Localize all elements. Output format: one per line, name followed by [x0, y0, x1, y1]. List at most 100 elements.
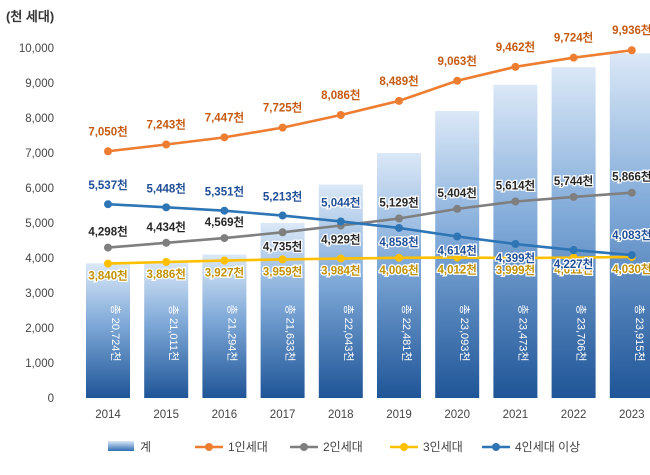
data-label: 4,929천 — [321, 232, 360, 246]
total-bar — [260, 223, 305, 398]
series-point — [511, 62, 520, 71]
legend-swatch-marker — [492, 443, 500, 451]
legend-swatch-bar — [108, 441, 134, 451]
series-point — [627, 251, 636, 260]
series-point — [104, 200, 112, 209]
data-label: 5,213천 — [263, 190, 302, 204]
y-tick-label: 5,000 — [25, 218, 54, 230]
series-line — [107, 255, 632, 265]
data-label: 4,858천 — [379, 235, 418, 249]
data-label: 3,927천 — [205, 266, 244, 280]
series-point — [569, 246, 578, 255]
series-point — [162, 140, 171, 149]
series-point — [453, 204, 462, 213]
legend-label: 1인세대 — [228, 440, 268, 454]
data-label: 5,404천 — [438, 186, 477, 200]
series-point — [278, 211, 287, 220]
series-point — [453, 76, 462, 85]
series-point — [336, 254, 345, 263]
series-point — [220, 206, 229, 215]
data-label: 5,537천 — [88, 178, 127, 192]
x-tick-label: 2022 — [561, 409, 587, 421]
data-label: 3,984천 — [321, 264, 360, 278]
series-point — [336, 110, 345, 119]
legend-label: 3인세대 — [423, 440, 463, 454]
y-tick-label: 3,000 — [25, 288, 54, 300]
data-label: 8,489천 — [379, 74, 418, 88]
total-bar — [144, 261, 189, 398]
y-tick-label: 2,000 — [25, 323, 54, 335]
y-tick-label: 4,000 — [25, 253, 54, 265]
x-tick-label: 2014 — [95, 409, 121, 421]
total-bars: 총 20,724천 총 21,011천 총 21,294천 총 21,633천 총 22… — [86, 53, 650, 398]
total-bar — [202, 254, 247, 398]
data-label: 4,012천 — [438, 263, 477, 277]
series-point — [569, 53, 578, 62]
series-point — [569, 192, 578, 201]
total-bar — [86, 263, 130, 398]
x-tick-label: 2019 — [386, 409, 412, 421]
x-tick-label: 2023 — [619, 409, 645, 421]
series-point — [511, 240, 520, 249]
data-label: 5,614천 — [496, 179, 535, 193]
legend-swatch-marker — [205, 443, 213, 451]
series-point — [395, 214, 403, 223]
total-bar-label: 총 22,043천 — [342, 305, 356, 362]
data-label: 3,840천 — [88, 269, 127, 283]
total-bar-label: 총 21,633천 — [284, 305, 298, 362]
x-tick-label: 2016 — [212, 409, 238, 421]
total-bar-label: 총 21,294천 — [225, 305, 239, 362]
x-tick-label: 2017 — [270, 409, 296, 421]
series-point — [395, 253, 403, 262]
total-bar-label: 총 23,915천 — [633, 305, 647, 362]
data-label: 4,030천 — [612, 262, 650, 276]
data-label: 7,243천 — [147, 117, 186, 131]
series-line — [107, 48, 632, 153]
series-point — [278, 123, 287, 132]
total-bar-label: 총 22,481천 — [400, 305, 414, 362]
series-point — [511, 254, 520, 263]
total-bar — [318, 184, 363, 398]
series-line — [107, 191, 632, 249]
total-bar-label: 총 21,011천 — [167, 305, 181, 361]
legend-label: 계 — [140, 440, 151, 454]
data-label: 4,735천 — [263, 239, 302, 253]
series-point — [220, 256, 229, 265]
total-bar — [551, 67, 596, 398]
y-tick-label: 8,000 — [25, 113, 54, 125]
series-point — [220, 234, 229, 243]
series-line — [107, 202, 632, 257]
series-point — [220, 133, 229, 142]
data-label: 5,448천 — [147, 181, 186, 195]
data-label: 9,063천 — [438, 54, 477, 68]
data-label: 4,011천 — [554, 263, 593, 277]
series-point — [511, 197, 520, 206]
legend-label: 2인세대 — [323, 440, 363, 454]
series-point — [627, 188, 636, 197]
data-label: 4,614천 — [438, 244, 477, 258]
series-point — [162, 203, 171, 212]
data-label: 4,434천 — [147, 220, 186, 234]
x-tick-label: 2020 — [444, 409, 470, 421]
data-label: 7,050천 — [88, 124, 127, 138]
total-bar-label: 총 20,724천 — [109, 305, 123, 362]
series-point — [278, 228, 287, 237]
total-bar-label: 총 23,473천 — [516, 305, 530, 362]
total-bar-label: 총 23,093천 — [458, 305, 472, 362]
data-label: 9,462천 — [496, 40, 535, 54]
data-label: 7,725천 — [263, 101, 302, 115]
series-point — [395, 96, 403, 105]
legend-label: 4인세대 이상 — [515, 440, 580, 454]
y-tick-label: 7,000 — [25, 148, 54, 160]
data-label: 4,569천 — [205, 215, 244, 229]
total-bar — [609, 53, 650, 398]
y-tick-label: 1,000 — [25, 358, 54, 370]
total-bar-label: 총 23,706천 — [575, 305, 589, 362]
data-label: 3,999천 — [496, 263, 535, 277]
data-label: 5,744천 — [554, 174, 593, 188]
series-point — [104, 147, 112, 156]
x-axis: 2014 2015 2016 2017 2018 2019 2020 2021 2022 2023 — [95, 409, 644, 421]
data-label: 9,936천 — [612, 23, 650, 37]
